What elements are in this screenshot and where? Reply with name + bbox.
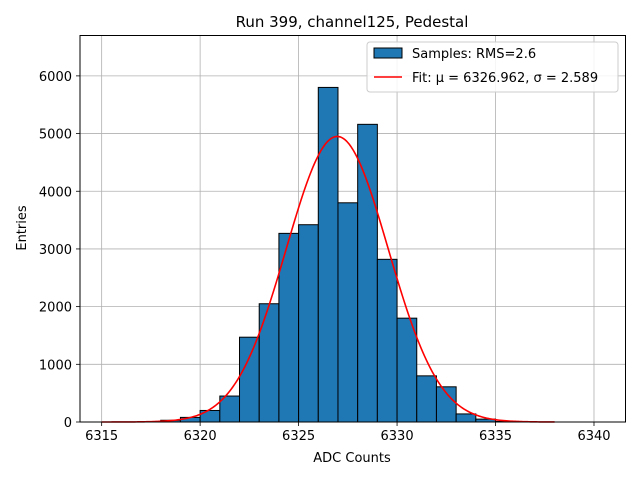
x-tick-label: 6325 [282,429,315,444]
x-tick-label: 6335 [479,429,512,444]
chart-title: Run 399, channel125, Pedestal [236,13,469,31]
x-axis-label: ADC Counts [313,451,391,466]
histogram-bar [396,317,418,423]
legend: Samples: RMS=2.6 Fit: μ = 6326.962, σ = … [366,41,619,93]
legend-box [366,41,619,93]
legend-swatch-samples [373,47,403,59]
y-tick-label: 3000 [39,243,72,258]
plot-frame [79,35,626,423]
x-tick-label: 6315 [85,429,118,444]
legend-label-samples: Samples: RMS=2.6 [412,47,536,62]
histogram-bar [239,336,260,423]
fit-curve-layer [101,135,555,423]
x-tick-label: 6320 [184,429,217,444]
histogram-bar [337,202,359,423]
histogram-bar [455,413,477,423]
x-axis-ticks: 6315 6320 6325 6330 6335 6340 [85,422,611,444]
histogram-bar [416,375,437,423]
x-tick-label: 6330 [381,429,414,444]
legend-label-fit: Fit: μ = 6326.962, σ = 2.589 [412,71,598,86]
y-tick-label: 6000 [39,70,72,85]
fit-curve [101,135,555,423]
y-axis-ticks: 0 1000 2000 3000 4000 5000 6000 [39,70,80,431]
y-tick-label: 2000 [39,301,72,316]
y-tick-label: 4000 [39,185,72,200]
histogram-bar [258,303,280,423]
y-axis-label: Entries [15,205,30,251]
histogram-bar [298,224,319,423]
histogram-bar [376,258,398,423]
y-tick-label: 1000 [39,358,72,373]
x-tick-label: 6340 [577,429,610,444]
y-tick-label: 0 [64,416,72,431]
histogram-bar [317,86,339,423]
histogram-bars [160,86,516,423]
histogram-bar [357,123,378,423]
y-tick-label: 5000 [39,128,72,143]
